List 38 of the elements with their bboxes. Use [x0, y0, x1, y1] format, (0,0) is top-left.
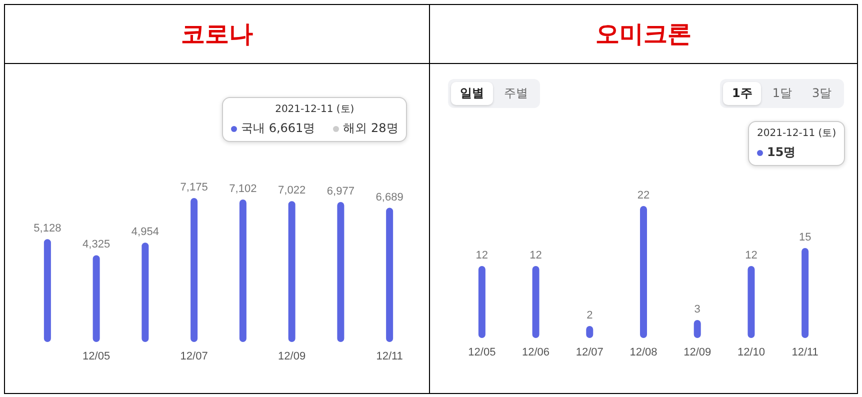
x-tick-label: 12/07 — [576, 346, 604, 358]
data-label: 12 — [476, 250, 488, 262]
data-label: 7,102 — [229, 182, 257, 195]
data-label: 4,954 — [131, 226, 159, 238]
x-tick-label: 12/09 — [684, 346, 712, 358]
data-label: 2 — [586, 310, 593, 322]
data-label: 3 — [694, 304, 700, 316]
chart-title: 오미크론 — [430, 5, 857, 64]
text: 3달 — [811, 85, 833, 102]
data-label: 22 — [637, 190, 650, 202]
text: 일별 — [451, 82, 493, 105]
data-label: 12 — [745, 250, 758, 262]
x-tick-label: 12/06 — [522, 346, 550, 358]
x-tick-label: 12/05 — [82, 350, 110, 362]
text: 1주 — [723, 82, 762, 105]
data-label: 7,175 — [180, 182, 208, 194]
text: 2021-12-11 (토) — [757, 127, 836, 140]
data-label: 15 — [798, 232, 812, 244]
x-tick-label: 12/07 — [180, 350, 208, 362]
data-label: 6,977 — [326, 185, 354, 198]
text: 국내 6,661명 — [241, 120, 316, 137]
x-tick-label: 12/10 — [737, 346, 765, 358]
text: 주별 — [503, 85, 529, 102]
text: 15명 — [767, 144, 796, 161]
text: 해외 28명 — [343, 120, 398, 137]
data-label: 5,128 — [34, 222, 62, 235]
x-tick-label: 12/11 — [792, 346, 818, 358]
text: 1달 — [771, 85, 793, 102]
x-tick-label: 12/05 — [468, 346, 496, 358]
x-tick-label: 12/09 — [278, 350, 306, 362]
data-label: 12 — [530, 250, 542, 262]
data-label: 7,022 — [278, 184, 306, 197]
data-label: 6,689 — [376, 191, 404, 204]
x-tick-label: 12/11 — [376, 350, 403, 362]
text: 2021-12-11 (토) — [274, 103, 356, 116]
x-tick-label: 12/08 — [630, 346, 658, 358]
chart-title: 코로나 — [5, 5, 429, 64]
data-label: 4,325 — [82, 238, 110, 251]
